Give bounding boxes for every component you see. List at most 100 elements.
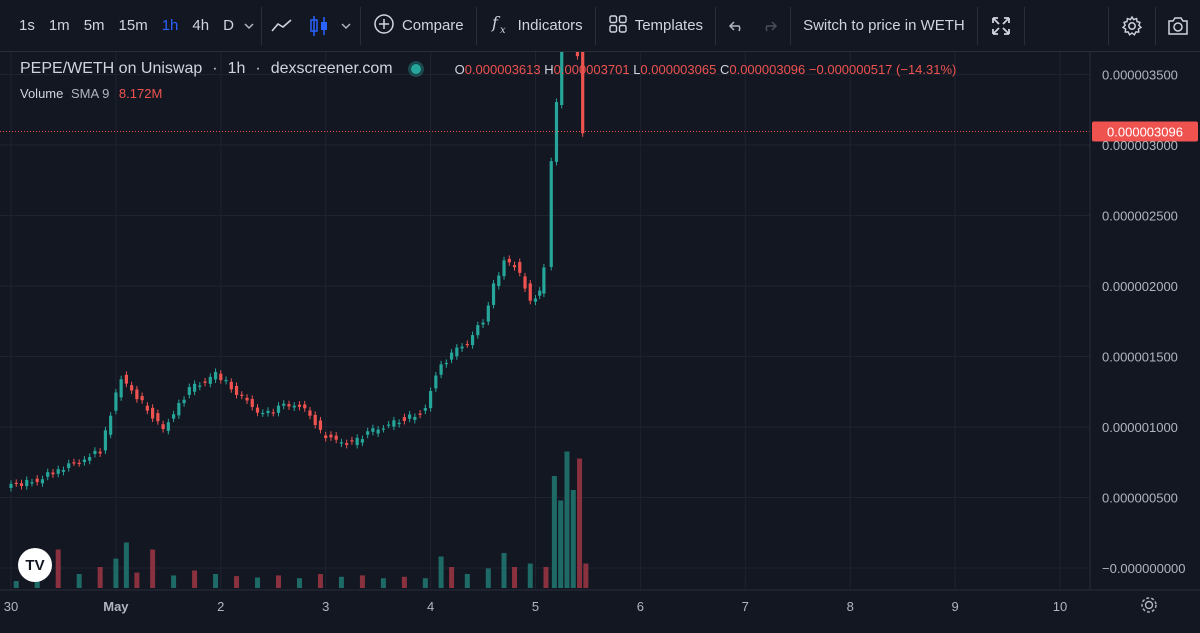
price-axis-tick-label: 0.000000500	[1102, 491, 1178, 506]
volume-bar	[570, 490, 576, 588]
high-value: 0.000003701	[553, 61, 630, 77]
candle-body	[324, 435, 328, 439]
candle-body	[329, 434, 333, 438]
candle-body	[171, 414, 176, 419]
camera-icon[interactable]	[1156, 15, 1200, 37]
redo-icon[interactable]	[756, 18, 790, 34]
candle-body	[518, 262, 522, 273]
undo-icon[interactable]	[716, 18, 756, 34]
candle-body	[371, 428, 375, 432]
volume-bar	[380, 578, 386, 588]
price-axis-tick-label: 0.000003000	[1102, 138, 1178, 153]
chart-area[interactable]: 0.000003096 0.0000065000.0000060000.0000…	[0, 52, 1200, 633]
interval-4h[interactable]: 4h	[192, 17, 210, 34]
volume-bar	[564, 451, 570, 588]
candle-body	[103, 430, 108, 451]
interval-d[interactable]: D	[223, 17, 234, 34]
candle-body	[355, 437, 359, 445]
gear-icon[interactable]	[1141, 597, 1157, 613]
candlestick-icon[interactable]	[302, 14, 336, 38]
candle-body	[271, 412, 275, 414]
chevron-down-icon[interactable]	[340, 20, 352, 32]
time-axis[interactable]: 30 May 2 3 4 5 6 7 8 9 10	[4, 597, 1157, 614]
time-axis-tick-label: 9	[951, 599, 958, 614]
candle-body	[476, 325, 480, 336]
fullscreen-icon[interactable]	[978, 15, 1024, 37]
interval-group: 1s 1m 5m 15m 1h 4h D	[0, 17, 241, 34]
candle-body	[318, 420, 323, 430]
candle-body	[439, 364, 443, 375]
templates-button[interactable]: Templates	[596, 0, 715, 52]
candle-body	[313, 414, 317, 425]
candle-body	[418, 413, 422, 415]
chevron-down-icon[interactable]	[243, 20, 255, 32]
candle-body	[276, 405, 281, 413]
candle-body	[560, 52, 564, 105]
interval-15m[interactable]: 15m	[118, 17, 148, 34]
candle-body	[292, 405, 296, 408]
change-value: −0.000000517 (−14.31%)	[808, 61, 957, 77]
price-series	[9, 52, 585, 492]
symbol-title[interactable]: PEPE/WETH on Uniswap	[20, 60, 203, 77]
volume-label: Volume	[20, 86, 64, 101]
candle-body	[56, 469, 60, 474]
price-chart[interactable]: 0.000003096 0.0000065000.0000060000.0000…	[0, 52, 1200, 633]
svg-text:f: f	[491, 13, 501, 32]
price-axis-tick-label: −0.000000000	[1102, 561, 1186, 576]
candle-body	[261, 412, 265, 415]
time-axis-tick-label: 3	[322, 599, 329, 614]
candle-body	[376, 429, 380, 434]
svg-text:x: x	[500, 25, 506, 35]
candle-body	[339, 442, 344, 444]
candle-body	[444, 362, 448, 365]
volume-bar	[543, 567, 549, 588]
line-chart-icon[interactable]	[262, 16, 302, 36]
time-axis-tick-label: 5	[532, 599, 539, 614]
candle-body	[119, 379, 123, 398]
add-circle-icon	[373, 13, 395, 39]
interval-1h[interactable]: 1h	[161, 17, 179, 34]
toolbar-divider	[1108, 6, 1109, 45]
legend-source: dexscreener.com	[270, 60, 393, 77]
candle-body	[455, 347, 459, 357]
time-axis-tick-label: 6	[637, 599, 644, 614]
candle-body	[46, 472, 50, 477]
volume-bar	[13, 581, 19, 588]
candle-body	[109, 415, 113, 435]
candle-body	[192, 383, 197, 392]
legend-separator: ·	[212, 60, 218, 77]
candle-body	[224, 380, 228, 382]
candle-body	[497, 275, 501, 287]
interval-5m[interactable]: 5m	[83, 17, 105, 34]
switch-price-button[interactable]: Switch to price in WETH	[791, 0, 977, 52]
volume-bar	[97, 567, 103, 588]
candle-body	[381, 428, 385, 430]
volume-bar	[512, 567, 518, 588]
compare-button[interactable]: Compare	[361, 0, 476, 52]
volume-bar	[234, 576, 240, 588]
candle-body	[297, 404, 302, 407]
compare-label: Compare	[401, 17, 464, 34]
candle-body	[575, 52, 580, 57]
volume-sma-label: SMA 9	[71, 86, 110, 101]
candle-body	[208, 376, 212, 384]
price-axis[interactable]: 0.0000065000.0000060000.0000055000.00000…	[1102, 52, 1186, 633]
candle-body	[177, 403, 181, 416]
live-status-dot	[410, 64, 421, 74]
chart-legend: PEPE/WETH on Uniswap · 1h · dexscreener.…	[20, 60, 956, 78]
toolbar-divider	[260, 6, 262, 45]
tradingview-logo[interactable]: TV	[18, 548, 52, 582]
volume-bar	[359, 575, 365, 588]
interval-1m[interactable]: 1m	[48, 17, 70, 34]
candle-body	[366, 431, 370, 435]
candle-body	[51, 472, 55, 475]
candle-body	[25, 479, 29, 487]
candle-body	[350, 440, 354, 442]
candle-body	[533, 298, 538, 302]
interval-1s[interactable]: 1s	[19, 17, 35, 34]
high-label: H	[544, 61, 554, 77]
gear-icon-center	[1144, 600, 1154, 610]
gear-icon[interactable]	[1109, 15, 1155, 37]
open-value: 0.000003613	[464, 61, 541, 77]
